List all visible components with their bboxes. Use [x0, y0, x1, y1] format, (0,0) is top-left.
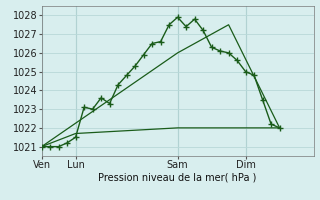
X-axis label: Pression niveau de la mer( hPa ): Pression niveau de la mer( hPa ) — [99, 173, 257, 183]
